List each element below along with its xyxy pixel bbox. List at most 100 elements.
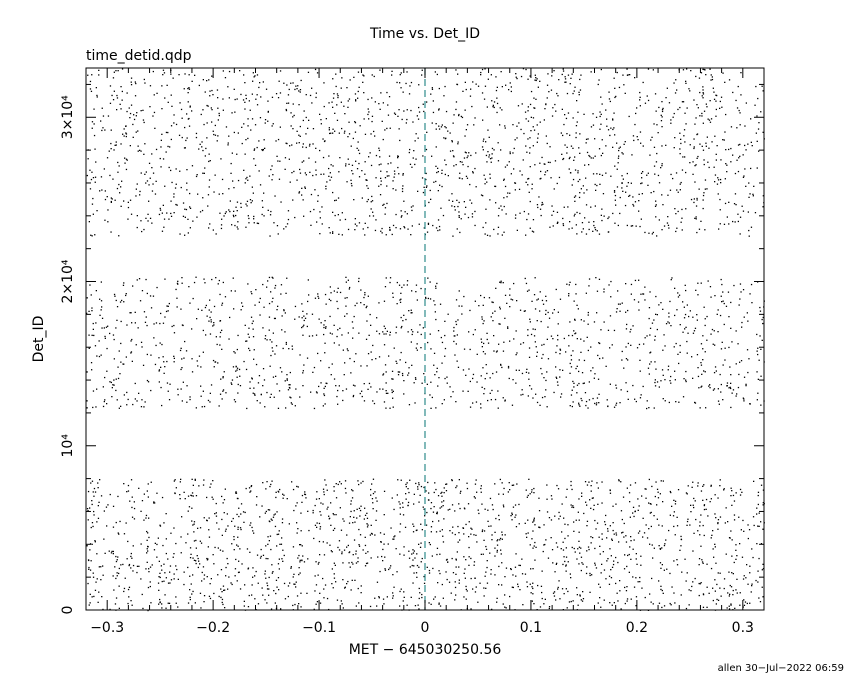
data-point — [679, 189, 681, 191]
data-point — [656, 381, 659, 383]
data-point — [683, 306, 685, 308]
data-point — [660, 588, 662, 591]
data-point — [291, 345, 293, 347]
data-point — [695, 205, 698, 207]
data-point — [405, 361, 407, 364]
data-point — [480, 487, 482, 490]
data-point — [626, 586, 628, 588]
data-point — [268, 576, 270, 579]
data-point — [285, 226, 287, 228]
data-point — [737, 343, 739, 345]
data-point — [335, 483, 337, 485]
data-point — [456, 199, 458, 201]
data-point — [556, 345, 558, 347]
data-point — [362, 549, 364, 551]
data-point — [411, 564, 413, 567]
data-point — [482, 195, 484, 197]
data-point — [369, 215, 371, 217]
data-point — [470, 577, 472, 580]
data-point — [212, 554, 214, 556]
data-point — [164, 316, 166, 318]
data-point — [237, 536, 239, 538]
data-point — [696, 157, 698, 159]
data-point — [348, 121, 350, 123]
data-point — [714, 174, 717, 176]
data-point — [719, 178, 722, 181]
data-point — [489, 377, 491, 379]
data-point — [258, 140, 260, 142]
data-point — [657, 174, 660, 177]
data-point — [589, 572, 591, 575]
data-point — [115, 560, 118, 563]
data-point — [668, 102, 671, 104]
data-point — [536, 204, 539, 206]
data-point — [239, 527, 242, 529]
data-point — [600, 572, 602, 574]
data-point — [195, 547, 197, 549]
data-point — [275, 496, 277, 499]
data-point — [634, 123, 636, 126]
data-point — [634, 510, 636, 512]
data-point — [647, 172, 649, 174]
data-point — [310, 193, 313, 196]
data-point — [465, 129, 467, 131]
data-point — [146, 379, 149, 382]
data-point — [600, 154, 602, 157]
data-point — [589, 499, 591, 501]
data-point — [438, 108, 440, 110]
data-point — [619, 402, 621, 404]
data-point — [249, 175, 251, 177]
data-point — [272, 174, 274, 176]
data-point — [399, 503, 401, 505]
data-point — [320, 123, 322, 125]
data-point — [496, 86, 498, 88]
data-point — [372, 508, 374, 510]
data-point — [636, 347, 639, 349]
data-point — [175, 487, 177, 489]
data-point — [705, 508, 707, 510]
data-point — [380, 177, 382, 179]
data-point — [761, 569, 763, 571]
data-point — [531, 586, 533, 588]
data-point — [452, 155, 455, 157]
data-point — [383, 490, 386, 492]
data-point — [439, 229, 441, 231]
data-point — [228, 97, 230, 99]
data-point — [685, 492, 688, 494]
data-point — [597, 487, 599, 489]
data-point — [611, 566, 614, 568]
data-point — [125, 522, 127, 524]
data-point — [218, 279, 220, 282]
data-point — [333, 378, 336, 380]
data-point — [658, 580, 660, 582]
data-point — [397, 166, 399, 169]
data-point — [537, 298, 539, 300]
data-point — [506, 302, 508, 304]
data-point — [353, 360, 355, 363]
data-point — [726, 385, 728, 387]
data-point — [451, 141, 453, 143]
data-point — [191, 110, 193, 112]
data-point — [738, 373, 740, 376]
data-point — [263, 379, 266, 381]
data-point — [409, 85, 411, 87]
data-point — [503, 197, 505, 199]
data-point — [291, 348, 294, 350]
data-point — [186, 401, 188, 403]
data-point — [118, 585, 120, 587]
data-point — [436, 371, 438, 373]
data-point — [556, 92, 558, 95]
data-point — [660, 114, 662, 116]
data-point — [102, 565, 104, 567]
data-point — [136, 279, 138, 281]
data-point — [358, 602, 360, 604]
data-point — [512, 506, 515, 508]
data-point — [193, 540, 196, 542]
data-point — [230, 582, 232, 584]
data-point — [689, 162, 691, 164]
data-point — [457, 525, 459, 528]
data-point — [100, 300, 103, 302]
data-point — [469, 406, 472, 408]
data-point — [720, 159, 722, 161]
data-point — [570, 366, 573, 368]
